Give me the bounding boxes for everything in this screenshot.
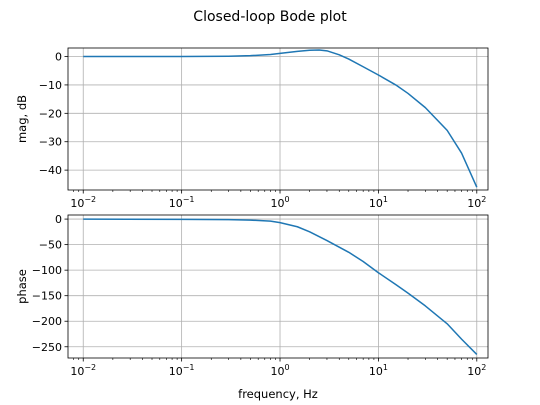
series-line [83, 218, 478, 355]
y-tick-label: −150 [32, 290, 62, 303]
y-tick-label: 0 [55, 213, 62, 226]
x-tick-label: 101 [369, 195, 388, 210]
axes-frame [67, 47, 489, 191]
y-tick-label: 0 [55, 51, 62, 64]
y-tick-label: −100 [32, 264, 62, 277]
y-tick-label: −50 [39, 239, 62, 252]
axes-frame [67, 214, 489, 359]
magnitude-panel: 10−2 10−1 100 101 102 0 −10 −20 −30 −40 mag, dB [15, 47, 489, 210]
y-tick-label: −10 [39, 79, 62, 92]
x-tick-label: 102 [467, 195, 486, 210]
y-axis-label: phase [15, 269, 29, 304]
y-tick-label: −250 [32, 341, 62, 354]
y-tick-label: −30 [39, 136, 62, 149]
x-tick-label: 101 [369, 363, 388, 378]
x-tick-label: 10−2 [70, 363, 96, 378]
y-tick-label: −20 [39, 107, 62, 120]
x-tick-label: 10−1 [169, 363, 195, 378]
x-tick-label: 10−1 [169, 195, 195, 210]
figure-title: Closed-loop Bode plot [193, 9, 347, 25]
y-tick-label: −40 [39, 164, 62, 177]
x-tick-label: 100 [270, 195, 289, 210]
x-tick-label: 10−2 [70, 195, 96, 210]
x-axis-label: frequency, Hz [238, 387, 318, 401]
x-tick-label: 100 [270, 363, 289, 378]
y-tick-label: −200 [32, 315, 62, 328]
x-tick-label: 102 [467, 363, 486, 378]
phase-panel: 10−2 10−1 100 101 102 0 −50 −100 −150 −200 −250 pha… [15, 213, 489, 401]
y-axis-label: mag, dB [15, 95, 29, 143]
series-line [83, 49, 478, 188]
